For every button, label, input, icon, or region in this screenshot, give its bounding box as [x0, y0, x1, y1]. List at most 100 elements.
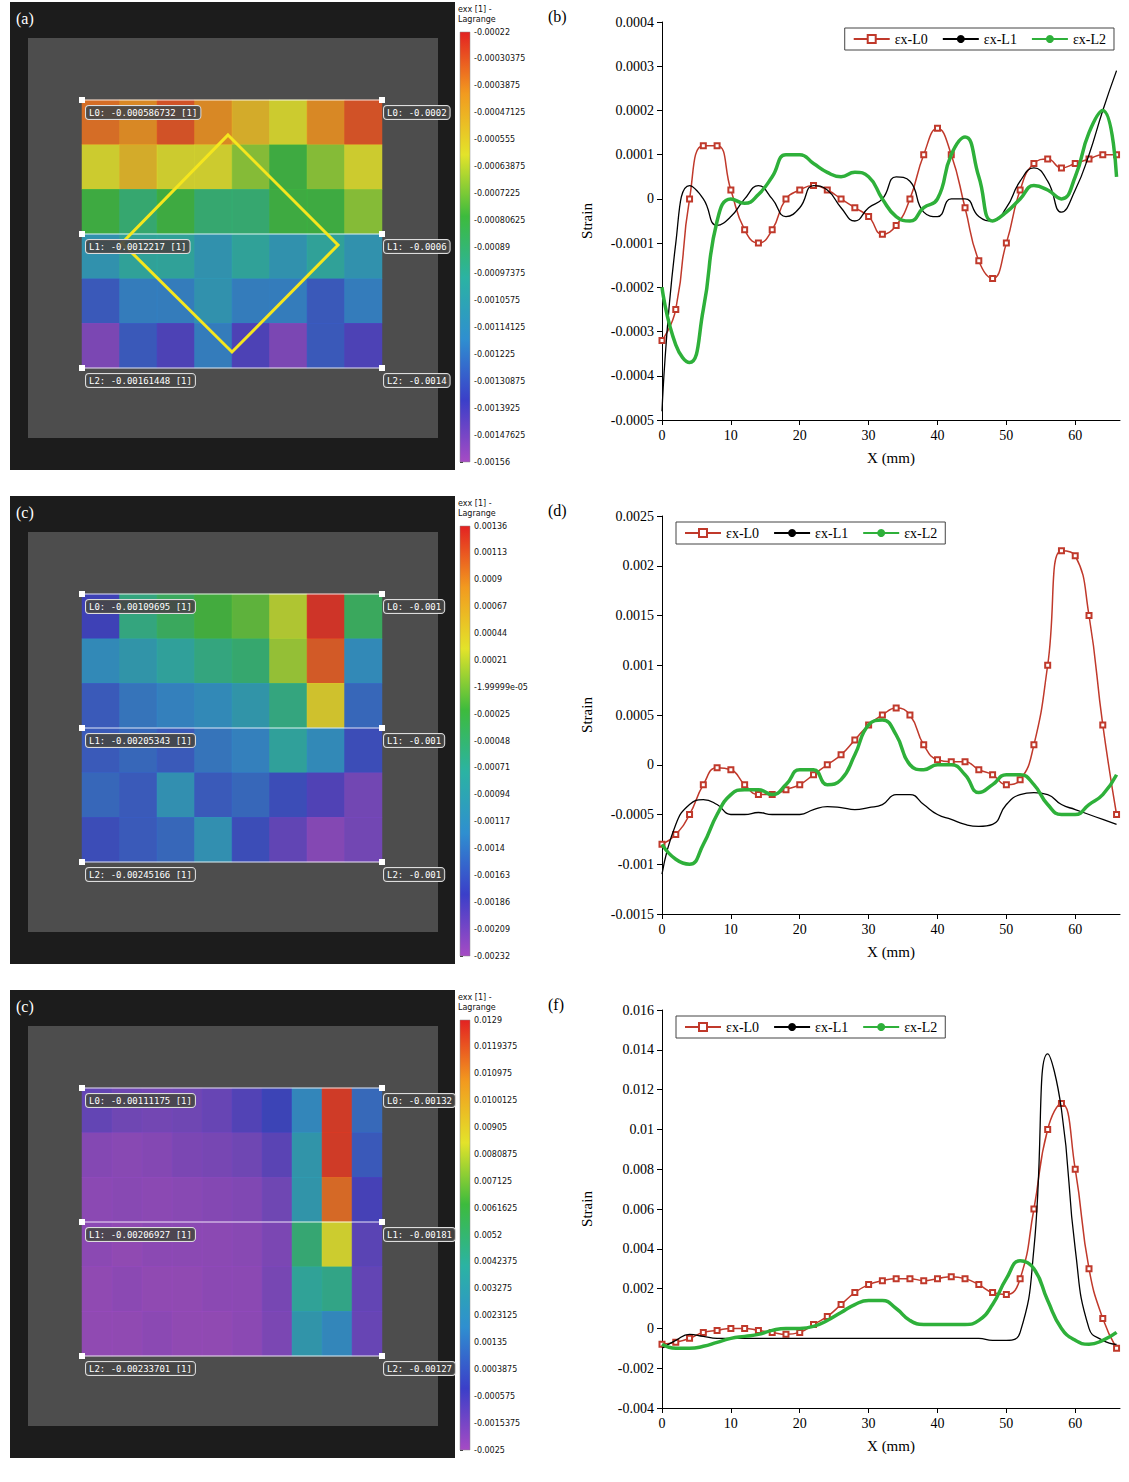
- svg-text:0.006: 0.006: [623, 1202, 655, 1217]
- svg-text:0: 0: [659, 922, 666, 937]
- svg-text:30: 30: [862, 428, 876, 443]
- svg-text:L2: -0.00161448 [1]: L2: -0.00161448 [1]: [89, 376, 192, 386]
- svg-text:εx-L0: εx-L0: [726, 1020, 759, 1035]
- svg-text:-0.00117: -0.00117: [474, 817, 510, 826]
- svg-text:0.0004: 0.0004: [616, 15, 655, 30]
- svg-text:0: 0: [659, 428, 666, 443]
- svg-text:-1.99999e-05: -1.99999e-05: [474, 683, 528, 692]
- svg-text:X (mm): X (mm): [867, 944, 915, 961]
- svg-text:-0.0015: -0.0015: [611, 907, 654, 922]
- svg-text:-0.00147625: -0.00147625: [474, 431, 525, 440]
- svg-text:-0.000575: -0.000575: [474, 1392, 515, 1401]
- svg-text:L2: -0.00233701 [1]: L2: -0.00233701 [1]: [89, 1364, 192, 1374]
- svg-text:-0.001: -0.001: [618, 857, 654, 872]
- svg-text:20: 20: [793, 922, 807, 937]
- svg-text:-0.001225: -0.001225: [474, 350, 515, 359]
- svg-text:-0.0003875: -0.0003875: [474, 81, 520, 90]
- svg-text:(c): (c): [16, 504, 34, 522]
- svg-text:50: 50: [999, 922, 1013, 937]
- svg-text:L0: -0.00109695 [1]: L0: -0.00109695 [1]: [89, 602, 192, 612]
- svg-text:0: 0: [659, 1416, 666, 1431]
- svg-text:L2: -0.0014: L2: -0.0014: [387, 376, 447, 386]
- svg-text:10: 10: [724, 1416, 738, 1431]
- svg-text:-0.0005: -0.0005: [611, 807, 654, 822]
- svg-text:exx [1] -: exx [1] -: [458, 499, 492, 508]
- svg-text:0: 0: [647, 757, 654, 772]
- svg-text:0: 0: [647, 1321, 654, 1336]
- svg-text:40: 40: [930, 922, 944, 937]
- svg-text:20: 20: [793, 1416, 807, 1431]
- svg-text:-0.00022: -0.00022: [474, 28, 510, 37]
- svg-text:L1: -0.001: L1: -0.001: [387, 736, 441, 746]
- svg-text:εx-L1: εx-L1: [984, 32, 1017, 47]
- svg-text:0.0003875: 0.0003875: [474, 1365, 517, 1374]
- svg-text:-0.00071: -0.00071: [474, 763, 510, 772]
- svg-text:-0.0003: -0.0003: [611, 324, 654, 339]
- svg-text:-0.00047125: -0.00047125: [474, 108, 525, 117]
- svg-text:-0.0005: -0.0005: [611, 413, 654, 428]
- svg-text:(f): (f): [548, 996, 564, 1014]
- svg-text:exx [1] -: exx [1] -: [458, 5, 492, 14]
- svg-text:0.0001: 0.0001: [616, 147, 655, 162]
- svg-text:L2: -0.001: L2: -0.001: [387, 870, 441, 880]
- svg-text:0.016: 0.016: [623, 1003, 655, 1018]
- svg-text:0.0129: 0.0129: [474, 1016, 502, 1025]
- svg-text:L1: -0.00206927 [1]: L1: -0.00206927 [1]: [89, 1230, 192, 1240]
- svg-text:0.0080875: 0.0080875: [474, 1150, 517, 1159]
- svg-text:0.0061625: 0.0061625: [474, 1204, 517, 1213]
- svg-text:L2: -0.00245166 [1]: L2: -0.00245166 [1]: [89, 870, 192, 880]
- svg-text:0.0005: 0.0005: [616, 708, 655, 723]
- svg-text:0.004: 0.004: [623, 1241, 655, 1256]
- svg-text:L1: -0.0012217 [1]: L1: -0.0012217 [1]: [89, 242, 187, 252]
- svg-text:εx-L0: εx-L0: [895, 32, 928, 47]
- svg-text:0.0052: 0.0052: [474, 1231, 502, 1240]
- svg-text:-0.00186: -0.00186: [474, 898, 510, 907]
- svg-text:X (mm): X (mm): [867, 1438, 915, 1455]
- svg-text:0.00135: 0.00135: [474, 1338, 507, 1347]
- svg-text:εx-L2: εx-L2: [904, 526, 937, 541]
- svg-text:Strain: Strain: [579, 697, 595, 733]
- svg-text:L0: -0.000586732 [1]: L0: -0.000586732 [1]: [89, 108, 197, 118]
- svg-text:0.007125: 0.007125: [474, 1177, 512, 1186]
- svg-text:0.00113: 0.00113: [474, 548, 507, 557]
- svg-text:-0.00209: -0.00209: [474, 925, 510, 934]
- svg-text:10: 10: [724, 922, 738, 937]
- svg-text:(a): (a): [16, 10, 34, 28]
- svg-text:Lagrange: Lagrange: [458, 15, 496, 24]
- svg-text:60: 60: [1068, 428, 1082, 443]
- svg-text:-0.0001: -0.0001: [611, 236, 654, 251]
- svg-text:0.010975: 0.010975: [474, 1069, 512, 1078]
- svg-text:-0.0025: -0.0025: [474, 1446, 505, 1455]
- svg-text:-0.00063875: -0.00063875: [474, 162, 525, 171]
- svg-text:0.0119375: 0.0119375: [474, 1042, 517, 1051]
- svg-text:0.008: 0.008: [623, 1162, 655, 1177]
- svg-text:εx-L1: εx-L1: [815, 1020, 848, 1035]
- svg-text:0.003275: 0.003275: [474, 1284, 512, 1293]
- svg-text:10: 10: [724, 428, 738, 443]
- svg-text:0.0002: 0.0002: [616, 103, 655, 118]
- svg-text:0.002: 0.002: [623, 1281, 655, 1296]
- svg-text:L0: -0.00111175 [1]: L0: -0.00111175 [1]: [89, 1096, 192, 1106]
- svg-text:0.0023125: 0.0023125: [474, 1311, 517, 1320]
- svg-text:Strain: Strain: [579, 1191, 595, 1227]
- svg-text:Lagrange: Lagrange: [458, 1003, 496, 1012]
- svg-text:-0.0010575: -0.0010575: [474, 296, 520, 305]
- svg-text:-0.00080625: -0.00080625: [474, 216, 525, 225]
- svg-text:εx-L2: εx-L2: [1073, 32, 1106, 47]
- svg-text:0.014: 0.014: [623, 1042, 655, 1057]
- svg-text:-0.0013925: -0.0013925: [474, 404, 520, 413]
- svg-text:50: 50: [999, 428, 1013, 443]
- svg-text:(b): (b): [548, 8, 567, 26]
- svg-text:-0.000555: -0.000555: [474, 135, 515, 144]
- svg-text:-0.0004: -0.0004: [611, 368, 654, 383]
- svg-text:0.0015: 0.0015: [616, 608, 655, 623]
- svg-text:X (mm): X (mm): [867, 450, 915, 467]
- svg-text:L1: -0.0006: L1: -0.0006: [387, 242, 447, 252]
- svg-text:εx-L2: εx-L2: [904, 1020, 937, 1035]
- svg-text:-0.0015375: -0.0015375: [474, 1419, 520, 1428]
- svg-text:-0.002: -0.002: [618, 1361, 654, 1376]
- svg-text:50: 50: [999, 1416, 1013, 1431]
- svg-text:-0.0007225: -0.0007225: [474, 189, 520, 198]
- svg-text:-0.00232: -0.00232: [474, 952, 510, 961]
- svg-text:-0.00156: -0.00156: [474, 458, 510, 467]
